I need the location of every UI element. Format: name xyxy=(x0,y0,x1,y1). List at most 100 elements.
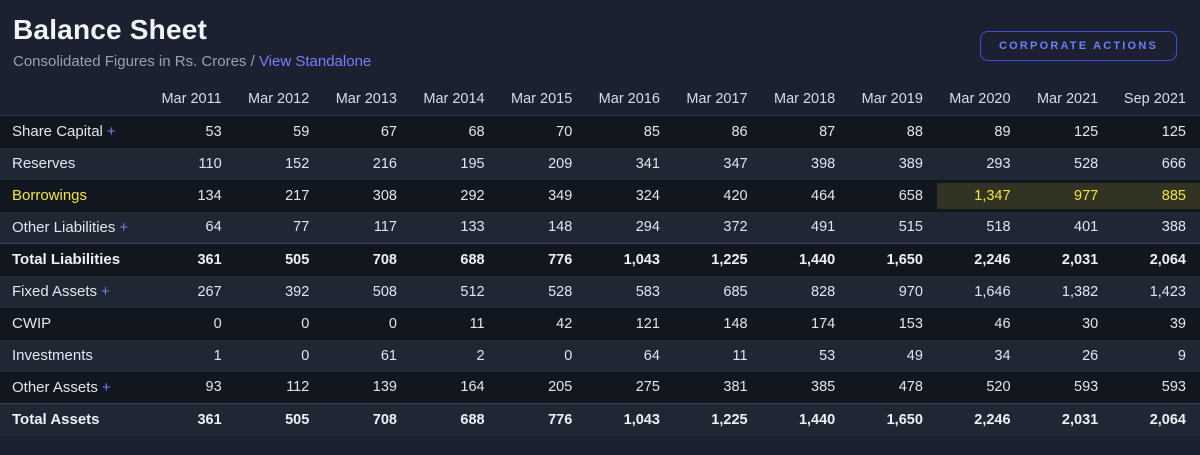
value-cell: 121 xyxy=(635,315,660,332)
value-cell: 341 xyxy=(635,155,660,172)
row-label-other-assets[interactable]: Other Assets + xyxy=(0,372,148,404)
expand-plus-icon[interactable]: + xyxy=(119,218,129,236)
column-header: Mar 2019 xyxy=(849,84,937,116)
value-cell: 61 xyxy=(380,347,397,364)
value-cell: 666 xyxy=(1161,155,1186,172)
page-header: Balance Sheet Consolidated Figures in Rs… xyxy=(0,0,1200,70)
value-cell: 1,646 xyxy=(974,283,1011,300)
value-cell: 112 xyxy=(286,379,310,396)
value-cell: 324 xyxy=(635,187,660,204)
value-cell: 977 xyxy=(1024,179,1113,212)
value-cell: 518 xyxy=(986,219,1011,236)
value-cell: 34 xyxy=(994,347,1011,364)
table-row: Other Liabilities +64 77 117 133 148 294 372 491… xyxy=(0,211,1200,244)
value-cell: 478 xyxy=(898,379,923,396)
value-cell: 293 xyxy=(986,155,1011,172)
column-header: Mar 2018 xyxy=(761,84,850,116)
balance-sheet-table-container: Mar 2011 Mar 2012 Mar 2013 Mar 2014 Mar 2015… xyxy=(0,84,1200,436)
value-cell: 1,382 xyxy=(1061,283,1099,300)
value-cell: 0 xyxy=(564,347,573,364)
column-header: Mar 2012 xyxy=(235,84,324,116)
column-header: Mar 2015 xyxy=(498,84,587,116)
row-label-borrowings: Borrowings xyxy=(0,180,148,212)
row-label-total-liabilities: Total Liabilities xyxy=(0,243,148,276)
balance-sheet-table: Mar 2011 Mar 2012 Mar 2013 Mar 2014 Mar 2015… xyxy=(0,84,1200,436)
column-header: Mar 2013 xyxy=(323,84,411,116)
value-cell: 2,246 xyxy=(936,243,1025,276)
corporate-actions-button[interactable]: CORPORATE ACTIONS xyxy=(979,31,1177,61)
value-cell: 209 xyxy=(548,155,573,172)
table-row: Total Assets 361 505 708 688 776 1,043 1,225 1,4… xyxy=(0,403,1200,436)
value-cell: 217 xyxy=(285,187,310,204)
value-cell: 42 xyxy=(556,315,573,332)
value-cell: 292 xyxy=(460,187,485,204)
value-cell: 1,423 xyxy=(1149,283,1186,300)
value-cell: 89 xyxy=(994,123,1011,140)
value-cell: 688 xyxy=(410,243,499,276)
value-cell: 361 xyxy=(148,243,236,276)
value-cell: 267 xyxy=(197,283,222,300)
value-cell: 49 xyxy=(906,347,923,364)
column-header: Mar 2014 xyxy=(410,84,499,116)
value-cell: 508 xyxy=(372,283,397,300)
value-cell: 164 xyxy=(460,379,485,396)
row-label-fixed-assets[interactable]: Fixed Assets + xyxy=(0,276,148,308)
row-label-cwip: CWIP xyxy=(0,308,148,340)
value-cell: 520 xyxy=(986,379,1011,396)
expand-plus-icon[interactable]: + xyxy=(101,283,110,300)
value-cell: 528 xyxy=(1074,155,1099,172)
value-cell: 2,064 xyxy=(1112,243,1200,276)
value-cell: 776 xyxy=(498,243,587,276)
value-cell: 152 xyxy=(285,155,310,172)
expand-plus-icon[interactable]: + xyxy=(101,378,111,396)
value-cell: 11 xyxy=(469,315,485,332)
row-label-text: Share Capital xyxy=(12,123,103,141)
column-header: Mar 2021 xyxy=(1024,84,1113,116)
value-cell: 125 xyxy=(1161,123,1186,140)
value-cell: 1,225 xyxy=(673,243,762,276)
table-row: Other Assets +93 112 139 164 205 275 381 385 478 5… xyxy=(0,371,1200,404)
value-cell: 294 xyxy=(635,219,660,236)
value-cell: 385 xyxy=(811,379,836,396)
value-cell: 505 xyxy=(235,243,324,276)
value-cell: 148 xyxy=(723,315,748,332)
value-cell: 125 xyxy=(1074,123,1099,140)
view-standalone-link[interactable]: View Standalone xyxy=(258,53,372,70)
value-cell: 347 xyxy=(723,155,748,172)
value-cell: 398 xyxy=(811,155,836,172)
table-row: Investments 1 0 61 2 0 64 11 53 49 34 26 9 xyxy=(0,339,1200,372)
row-label-reserves: Reserves xyxy=(0,148,148,180)
value-cell: 1,043 xyxy=(586,243,674,276)
value-cell: 86 xyxy=(731,123,748,140)
value-cell: 828 xyxy=(811,283,836,300)
value-cell: 110 xyxy=(198,155,222,172)
value-cell: 174 xyxy=(811,315,836,332)
table-header-row: Mar 2011 Mar 2012 Mar 2013 Mar 2014 Mar 2015… xyxy=(0,84,1200,116)
table-body: Share Capital +53 59 67 68 70 85 86 87 88 89 125 125… xyxy=(0,115,1200,436)
row-label-text: Total Liabilities xyxy=(12,251,121,269)
row-label-total-assets: Total Assets xyxy=(0,403,148,436)
value-cell: 512 xyxy=(460,283,485,300)
value-cell: 2 xyxy=(476,347,485,364)
page-title: Balance Sheet xyxy=(13,14,208,45)
value-cell: 26 xyxy=(1082,347,1099,364)
column-header: Mar 2017 xyxy=(673,84,762,116)
row-label-other-liabilities[interactable]: Other Liabilities + xyxy=(0,212,148,244)
value-cell: 420 xyxy=(723,187,748,204)
value-cell: 0 xyxy=(301,347,310,364)
value-cell: 372 xyxy=(723,219,748,236)
row-label-share-capital[interactable]: Share Capital + xyxy=(0,116,148,148)
row-label-text: Total Assets xyxy=(12,411,100,428)
value-cell: 528 xyxy=(548,283,573,300)
value-cell: 464 xyxy=(811,187,836,204)
value-cell: 139 xyxy=(372,379,397,396)
value-cell: 776 xyxy=(498,403,587,436)
value-cell: 349 xyxy=(548,187,573,204)
column-header: Mar 2020 xyxy=(936,84,1025,116)
value-cell: 593 xyxy=(1074,379,1099,396)
value-cell: 593 xyxy=(1161,379,1186,396)
value-cell: 0 xyxy=(388,315,397,332)
value-cell: 70 xyxy=(556,123,573,140)
expand-plus-icon[interactable]: + xyxy=(106,123,116,141)
table-row: Borrowings 134 217 308 292 349 324 420 464 658 1,3… xyxy=(0,179,1200,212)
